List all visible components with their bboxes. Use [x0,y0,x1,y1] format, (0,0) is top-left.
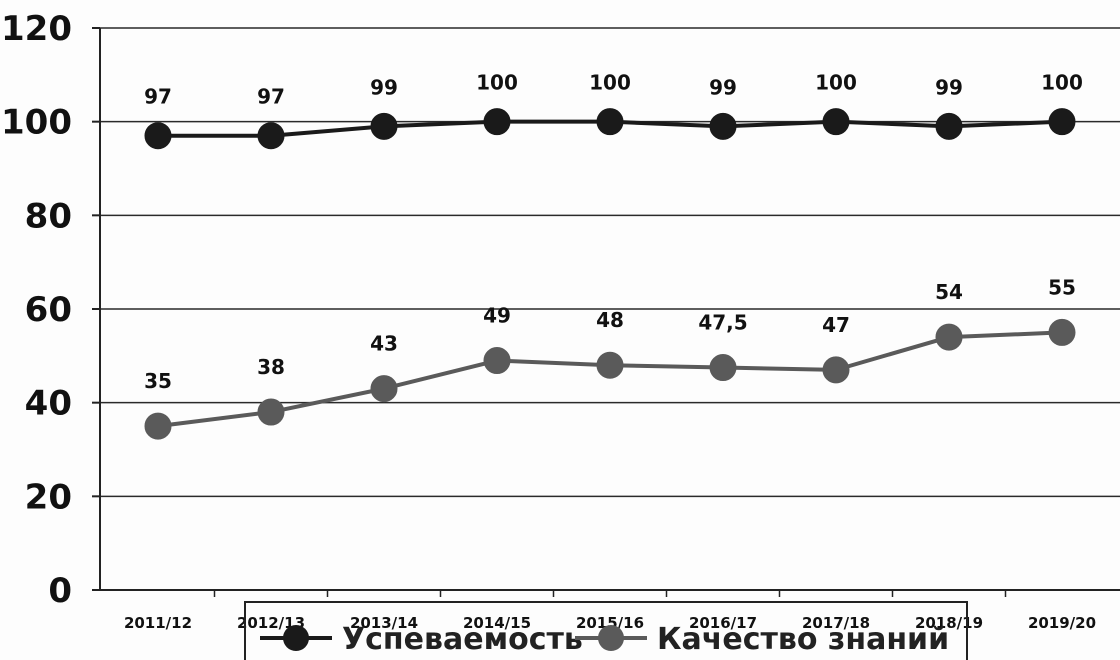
y-tick-label: 100 [1,103,72,143]
data-point [935,112,963,140]
data-point [144,122,172,150]
data-point [596,351,624,379]
axis-layer: 0 20 40 60 80 100 120 2011/12 2012/13 2013/14 2014… [1,9,1120,632]
series-layer [144,108,1076,440]
data-label: 43 [370,332,398,356]
x-tick-label: 2019/20 [1028,614,1096,632]
y-tick-label: 60 [25,290,72,330]
data-label: 48 [596,308,624,332]
data-point [483,108,511,136]
data-point [1048,108,1076,136]
y-tick-label: 0 [48,571,72,611]
data-label: 100 [815,71,857,95]
data-point [257,398,285,426]
y-tick-label: 80 [25,196,72,236]
x-tick-label: 2016/17 [689,614,757,632]
data-label: 99 [709,75,737,99]
x-tick-label: 2012/13 [237,614,305,632]
data-point [596,108,624,136]
data-label: 47 [822,313,850,337]
data-point [257,122,285,150]
data-label: 97 [144,85,172,109]
data-label: 100 [476,71,518,95]
data-label: 99 [370,75,398,99]
data-label: 54 [935,280,963,304]
data-point [709,112,737,140]
data-point [370,112,398,140]
x-tick-label: 2013/14 [350,614,418,632]
data-label: 47,5 [698,311,747,335]
data-point [483,347,511,375]
data-point [822,108,850,136]
data-label: 100 [589,71,631,95]
data-label: 100 [1041,71,1083,95]
x-tick-label: 2011/12 [124,614,192,632]
legend-swatch-marker [598,625,624,651]
data-label: 38 [257,355,285,379]
data-point [709,354,737,382]
legend: Успеваемость Качество знаний [244,601,968,660]
series-line [157,330,1063,429]
x-tick-label: 2015/16 [576,614,644,632]
data-label: 55 [1048,275,1076,299]
legend-label: Успеваемость [342,622,583,657]
y-tick-label: 20 [25,477,72,517]
y-tick-label: 120 [1,9,72,49]
data-point [144,412,172,440]
data-point [822,356,850,384]
grid-layer [100,27,1120,498]
legend-swatch-marker [283,625,309,651]
data-point [935,323,963,351]
data-label: 35 [144,369,172,393]
data-label-layer: 97 97 99 100 100 99 100 99 100 35 38 43 49 48 47,5 47 54… [144,71,1083,393]
legend-label: Качество знаний [657,622,949,657]
data-label: 97 [257,85,285,109]
x-tick-label: 2014/15 [463,614,531,632]
data-label: 99 [935,75,963,99]
data-point [370,375,398,403]
x-tick-label: 2017/18 [802,614,870,632]
y-tick-label: 40 [25,384,72,424]
legend-box [244,601,968,660]
data-point [1048,318,1076,346]
data-label: 49 [483,304,511,328]
